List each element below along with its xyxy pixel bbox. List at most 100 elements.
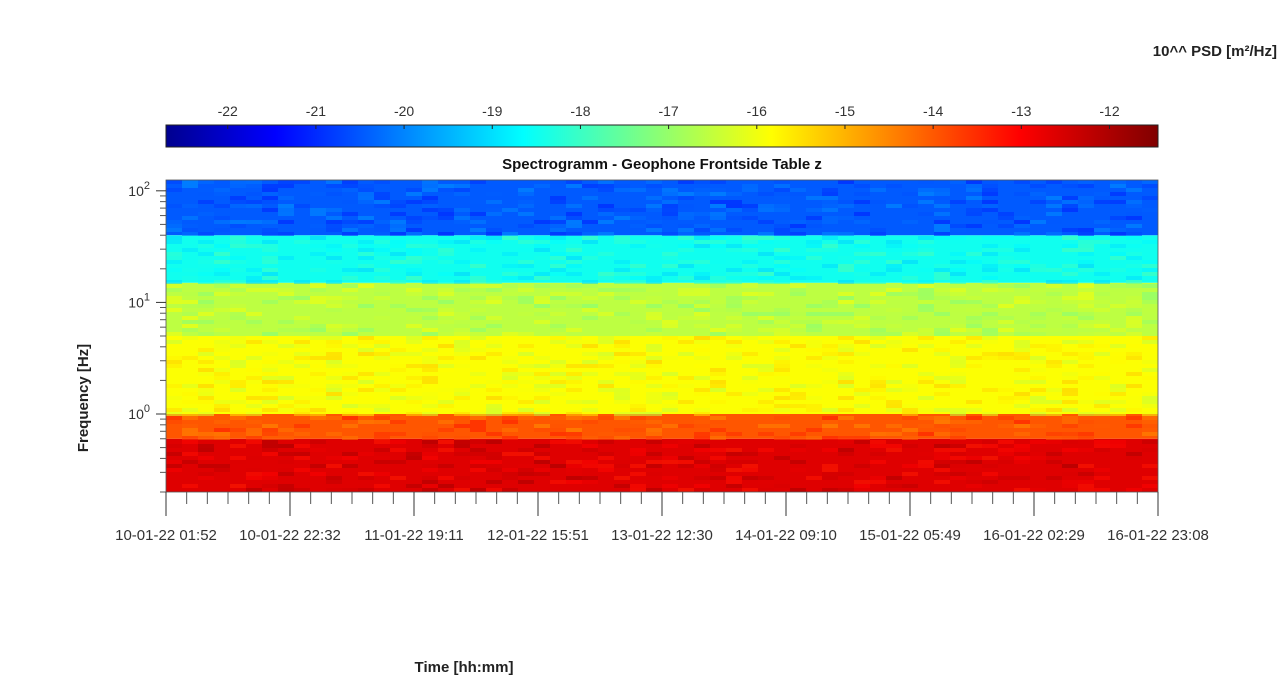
spectrogram-cell xyxy=(502,208,518,212)
spectrogram-cell xyxy=(1078,412,1094,416)
spectrogram-cell xyxy=(854,324,870,328)
spectrogram-cell xyxy=(838,396,854,400)
spectrogram-cell xyxy=(406,232,422,236)
spectrogram-cell xyxy=(966,316,982,320)
spectrogram-cell xyxy=(326,192,342,196)
spectrogram-cell xyxy=(310,324,326,328)
spectrogram-cell xyxy=(742,296,758,300)
spectrogram-cell xyxy=(822,216,838,220)
spectrogram-cell xyxy=(438,404,454,408)
spectrogram-cell xyxy=(1142,180,1158,184)
spectrogram-cell xyxy=(902,316,918,320)
spectrogram-cell xyxy=(598,340,614,344)
spectrogram-cell xyxy=(678,212,694,216)
spectrogram-cell xyxy=(854,480,870,484)
spectrogram-cell xyxy=(598,384,614,388)
spectrogram-cell xyxy=(390,224,406,228)
spectrogram-cell xyxy=(790,268,806,272)
spectrogram-cell xyxy=(710,216,726,220)
spectrogram-cell xyxy=(646,344,662,348)
spectrogram-cell xyxy=(662,384,678,388)
x-tick-label: 16-01-22 02:29 xyxy=(983,527,1085,544)
spectrogram-cell xyxy=(214,380,230,384)
spectrogram-cell xyxy=(262,352,278,356)
spectrogram-cell xyxy=(486,344,502,348)
spectrogram-cell xyxy=(694,212,710,216)
spectrogram-cell xyxy=(214,404,230,408)
spectrogram-cell xyxy=(566,224,582,228)
spectrogram-cell xyxy=(198,180,214,184)
spectrogram-cell xyxy=(358,196,374,200)
spectrogram-cell xyxy=(806,320,822,324)
spectrogram-cell xyxy=(710,464,726,468)
spectrogram-cell xyxy=(870,432,886,436)
spectrogram-cell xyxy=(470,300,486,304)
spectrogram-cell xyxy=(358,348,374,352)
spectrogram-cell xyxy=(198,464,214,468)
spectrogram-cell xyxy=(758,328,774,332)
spectrogram-cell xyxy=(342,180,358,184)
spectrogram-cell xyxy=(1062,420,1078,424)
spectrogram-cell xyxy=(598,388,614,392)
spectrogram-cell xyxy=(326,456,342,460)
spectrogram-cell xyxy=(1142,484,1158,488)
spectrogram-cell xyxy=(550,328,566,332)
spectrogram-cell xyxy=(326,248,342,252)
spectrogram-cell xyxy=(950,292,966,296)
spectrogram-cell xyxy=(662,456,678,460)
spectrogram-cell xyxy=(950,372,966,376)
spectrogram-cell xyxy=(598,356,614,360)
spectrogram-cell xyxy=(838,472,854,476)
spectrogram-cell xyxy=(358,240,374,244)
spectrogram-cell xyxy=(262,196,278,200)
spectrogram-cell xyxy=(1094,332,1110,336)
spectrogram-cell xyxy=(246,192,262,196)
spectrogram-cell xyxy=(1110,256,1126,260)
spectrogram-cell xyxy=(198,400,214,404)
spectrogram-cell xyxy=(950,288,966,292)
y-axis-label: Frequency [Hz] xyxy=(75,344,92,452)
spectrogram-cell xyxy=(262,240,278,244)
spectrogram-cell xyxy=(806,324,822,328)
spectrogram-cell xyxy=(710,228,726,232)
spectrogram-cell xyxy=(726,392,742,396)
spectrogram-cell xyxy=(854,276,870,280)
spectrogram-cell xyxy=(566,284,582,288)
spectrogram-cell xyxy=(982,248,998,252)
spectrogram-cell xyxy=(518,464,534,468)
spectrogram-cell xyxy=(326,476,342,480)
spectrogram-cell xyxy=(566,468,582,472)
spectrogram-cell xyxy=(1014,476,1030,480)
spectrogram-cell xyxy=(278,408,294,412)
spectrogram-cell xyxy=(614,312,630,316)
spectrogram-cell xyxy=(678,304,694,308)
spectrogram-cell xyxy=(1142,196,1158,200)
spectrogram-cell xyxy=(582,280,598,284)
spectrogram-cell xyxy=(854,268,870,272)
spectrogram-cell xyxy=(390,264,406,268)
spectrogram-cell xyxy=(534,376,550,380)
spectrogram-cell xyxy=(294,300,310,304)
spectrogram-cell xyxy=(806,304,822,308)
spectrogram-cell xyxy=(710,212,726,216)
spectrogram-cell xyxy=(838,348,854,352)
spectrogram-cell xyxy=(422,428,438,432)
spectrogram-cell xyxy=(230,268,246,272)
spectrogram-cell xyxy=(390,336,406,340)
spectrogram-cell xyxy=(278,212,294,216)
colorbar-tick-label: -20 xyxy=(394,103,414,119)
spectrogram-cell xyxy=(166,364,182,368)
spectrogram-cell xyxy=(918,192,934,196)
spectrogram-cell xyxy=(886,404,902,408)
spectrogram-cell xyxy=(630,280,646,284)
colorbar-tick-label: -18 xyxy=(570,103,590,119)
spectrogram-cell xyxy=(470,372,486,376)
spectrogram-cell xyxy=(614,236,630,240)
spectrogram-cell xyxy=(454,448,470,452)
spectrogram-cell xyxy=(902,364,918,368)
spectrogram-cell xyxy=(854,240,870,244)
spectrogram-cell xyxy=(1062,196,1078,200)
spectrogram-cell xyxy=(486,380,502,384)
spectrogram-cell xyxy=(182,356,198,360)
spectrogram-cell xyxy=(838,264,854,268)
